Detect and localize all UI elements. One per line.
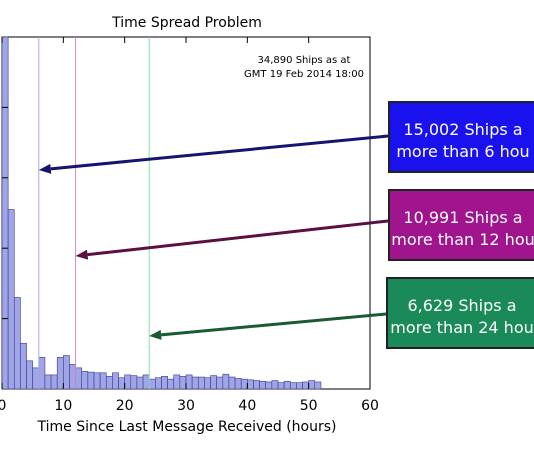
histogram-bar [69,364,76,390]
histogram-bar [56,357,64,390]
histogram-bars [1,36,322,390]
histogram-bar [283,380,291,390]
histogram-bar [191,376,199,390]
histogram-bar [148,378,156,390]
histogram-bar [197,376,205,390]
annotation-line-1: 34,890 Ships as at [258,55,351,66]
x-tick-label: 10 [54,398,72,414]
callout-arrow [87,219,389,257]
callout-12-hours-line-1: 10,991 Ships a [403,208,523,227]
histogram-bar [222,373,230,390]
histogram-bar [26,360,33,390]
callout-6-hours-line-1: 15,002 Ships a [403,120,523,139]
callout-12-hours-line-2: more than 12 hou [391,230,534,249]
callout-12-hours: 10,991 Ships a more than 12 hou [388,189,534,261]
histogram-bar [44,374,52,390]
histogram-bar [112,372,119,390]
callout-arrows [38,134,389,340]
x-tick-label: 40 [238,398,256,414]
histogram-bar [277,382,285,390]
histogram-bar [81,371,89,390]
histogram-bar [118,377,125,390]
histogram-bar [253,380,260,390]
x-axis-ticks: 0 10 20 30 40 50 60 [0,37,379,414]
plot-frame [1,36,371,390]
x-tick-label: 60 [361,398,379,414]
histogram-bar [228,376,236,390]
histogram-bar [50,374,58,390]
histogram-bar [179,376,187,390]
callout-6-hours: 15,002 Ships a more than 6 hou [388,101,534,173]
callout-arrowhead [75,249,89,260]
histogram-bar [20,342,27,390]
histogram-bar [142,374,150,390]
x-tick-label: 50 [300,398,318,414]
histogram-bar [99,372,107,390]
histogram-bar [302,381,309,390]
histogram-bar [204,377,211,390]
callout-6-hours-line-2: more than 6 hou [396,142,530,161]
histogram-bar [185,374,193,390]
histogram-bar [7,209,15,390]
x-tick-label: 20 [116,398,134,414]
histogram-bar [314,381,322,390]
histogram-bar [93,372,101,390]
histogram-bar [161,376,168,390]
histogram-bar [234,378,242,390]
callout-24-hours: 6,629 Ships a more than 24 hou [386,277,534,349]
histogram-bar [308,380,316,390]
annotation-line-2: GMT 19 Feb 2014 18:00 [244,69,364,80]
callout-arrowhead [38,163,52,174]
callout-24-hours-line-1: 6,629 Ships a [407,296,517,315]
callout-24-hours-line-2: more than 24 hou [390,318,534,337]
callout-arrowhead [149,329,162,340]
histogram-bar [1,36,9,390]
histogram-bar [259,380,267,390]
histogram-bar [167,378,175,390]
histogram-bar [75,367,83,390]
threshold-lines [38,37,150,389]
histogram-bar [155,377,162,390]
histogram-bar [87,371,95,390]
histogram-bar [210,375,217,390]
x-axis-label: Time Since Last Message Received (hours) [37,419,337,435]
histogram-bar [240,378,248,390]
x-tick-label: 0 [0,398,6,414]
histogram-bar [136,376,144,390]
histogram-bar [216,376,224,390]
histogram-bar [247,379,254,390]
histogram-bar [63,355,70,390]
chart-title: Time Spread Problem [111,15,262,31]
histogram-bar [38,357,46,390]
x-tick-label: 30 [177,398,195,414]
histogram-bar [105,376,113,390]
y-axis-ticks [2,106,8,320]
histogram-bar [13,297,21,390]
histogram-bar [271,380,279,390]
callout-arrow [50,134,389,171]
callout-arrow [161,312,387,337]
histogram-bar [173,374,181,390]
histogram-bar [289,382,297,390]
histogram-bar [265,381,273,390]
histogram-bar [296,382,303,390]
histogram-bar [130,375,138,390]
histogram-bar [124,374,132,390]
histogram-bar [32,367,40,390]
